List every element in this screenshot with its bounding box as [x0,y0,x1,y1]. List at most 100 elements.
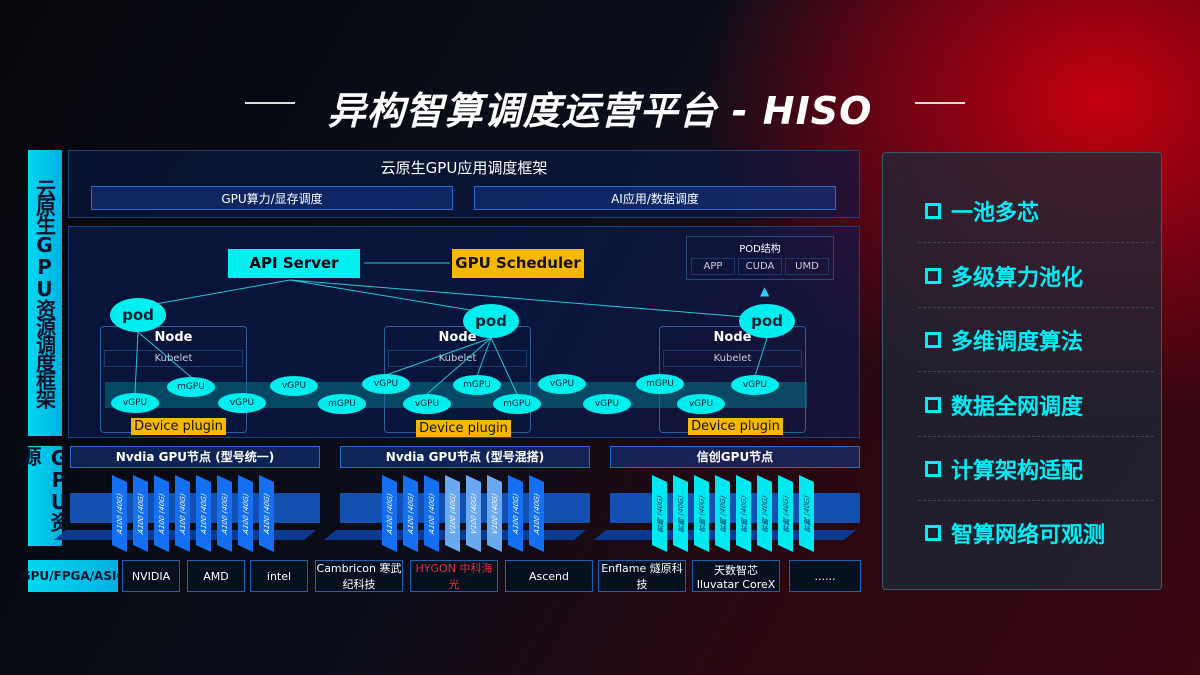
gpu-card-label: 昇腾 (40G) [676,493,685,534]
gpu-card-label: 昇腾 (40G) [697,493,706,534]
gpu-card-label: A100 (40G) [262,491,271,536]
gpu-node-base [610,493,860,523]
feature-label: 一池多芯 [951,201,1040,226]
pod-bubble: pod [463,304,519,338]
pod-bubble: pod [110,298,166,332]
gpu-node-title: Nvdia GPU节点 (型号统一) [70,446,320,468]
feature-divider [918,242,1154,243]
gpu-card-label: 昇腾 (40G) [781,493,790,534]
feature-item: 数据全网调度 [925,389,1083,421]
gpu-card: A100 (40G) [403,475,418,552]
gpu-card: 昇腾 (40G) [778,475,793,552]
up-arrow-icon: ▲ [760,284,770,298]
gpu-card: A100 (40G) [217,475,232,552]
gpu-card-label: A100 (40G) [427,491,436,536]
gpu-card: 昇腾 (40G) [715,475,730,552]
vGPU-bubble: vGPU [218,393,266,413]
api-server-box: API Server [228,249,360,278]
square-bullet-icon [925,525,941,541]
gpu-card: A100 (40G) [112,475,127,552]
feature-label: 多维调度算法 [951,330,1084,355]
gpu-card: 昇腾 (40G) [736,475,751,552]
mGPU-bubble: mGPU [493,394,541,414]
mGPU-bubble: mGPU [318,394,366,414]
gpu-card-label: A100 (40G) [532,491,541,536]
mGPU-bubble: mGPU [453,375,501,395]
vendor-logo-6: Ascend [505,560,593,592]
title-line-left [245,102,295,104]
mGPU-bubble: mGPU [636,374,684,394]
vGPU-bubble: vGPU [111,393,159,413]
node-label: Node [438,330,477,345]
gpu-card-label: A100 (40G) [136,491,145,536]
feature-item: 智算网络可观测 [925,517,1105,549]
title-line-right [915,102,965,104]
pod-structure-cuda: CUDA [738,258,782,275]
vGPU-bubble: vGPU [677,394,725,414]
square-bullet-icon [925,268,941,284]
vGPU-bubble: vGPU [403,394,451,414]
gpu-node-title: 信创GPU节点 [610,446,860,468]
device-plugin-label: Device plugin [416,420,511,437]
vendor-logo-7: Enflame 燧原科技 [598,560,686,592]
vendor-logo-3: intel [250,560,308,592]
gpu-card-label: A100 (40G) [178,491,187,536]
gpu-card-label: 昇腾 (40G) [739,493,748,534]
gpu-card: 昇腾 (40G) [652,475,667,552]
feature-label: 多级算力池化 [951,266,1084,291]
feature-label: 数据全网调度 [951,395,1084,420]
vendor-logo-4: Cambricon 寒武纪科技 [315,560,403,592]
side-label-gpu: GPU资源 [18,446,71,546]
vGPU-bubble: vGPU [362,374,410,394]
gpu-card-label: A100 (40G) [385,491,394,536]
pod-structure-app: APP [691,258,735,275]
device-plugin-label: Device plugin [688,418,783,435]
gpu-card: V100 (40G) [445,475,460,552]
gpu-card-label: 昇腾 (40G) [718,493,727,534]
gpu-card-label: A100 (40G) [115,491,124,536]
gpu-card-label: A100 (40G) [199,491,208,536]
pod-structure-title: POD结构 [739,244,781,255]
vendor-logo-9: ...... [789,560,861,592]
gpu-node-title: Nvdia GPU节点 (型号混搭) [340,446,590,468]
vGPU-bubble: vGPU [583,394,631,414]
square-bullet-icon [925,203,941,219]
feature-item: 计算架构适配 [925,453,1083,485]
vGPU-bubble: vGPU [731,375,779,395]
gpu-card: A100 (40G) [529,475,544,552]
gpu-card: A100 (40G) [133,475,148,552]
side-label-framework: 云原生GPU资源调度框架 [28,150,62,436]
gpu-card-label: 昇腾 (40G) [802,493,811,534]
vendor-logo-1: NVIDIA [122,560,180,592]
gpu-card-label: A100 (40G) [241,491,250,536]
feature-item: 多级算力池化 [925,260,1083,292]
pod-structure-box: POD结构 APP CUDA UMD [686,236,834,280]
gpu-card: A100 (40G) [508,475,523,552]
gpu-card-label: V100 (40G) [469,491,478,536]
feature-divider [918,307,1154,308]
pod-structure-umd: UMD [785,258,829,275]
feature-label: 智算网络可观测 [951,523,1106,548]
feature-item: 多维调度算法 [925,324,1083,356]
gpu-card: A100 (40G) [259,475,274,552]
kubelet-label: Kubelet [388,350,527,367]
gpu-card: 昇腾 (40G) [694,475,709,552]
pod-bubble: pod [739,304,795,338]
gpu-card: V100 (40G) [466,475,481,552]
framework-title: 云原生GPU应用调度框架 [380,159,548,177]
square-bullet-icon [925,461,941,477]
gpu-card-label: 昇腾 (40G) [655,493,664,534]
gpu-card: A100 (40G) [382,475,397,552]
side-label-vendor: GPU/FPGA/ASIC [21,560,125,592]
gpu-card-label: V100 (40G) [448,491,457,536]
feature-divider [918,371,1154,372]
gpu-card: A100 (40G) [196,475,211,552]
gpu-card: A100 (40G) [238,475,253,552]
gpu-card-label: V100 (40G) [490,491,499,536]
node-label: Node [713,330,752,345]
vendor-logo-8: 天数智芯 Iluvatar CoreX [692,560,780,592]
feature-label: 计算架构适配 [951,459,1084,484]
gpu-scheduler-box: GPU Scheduler [452,249,584,278]
device-plugin-label: Device plugin [131,418,226,435]
